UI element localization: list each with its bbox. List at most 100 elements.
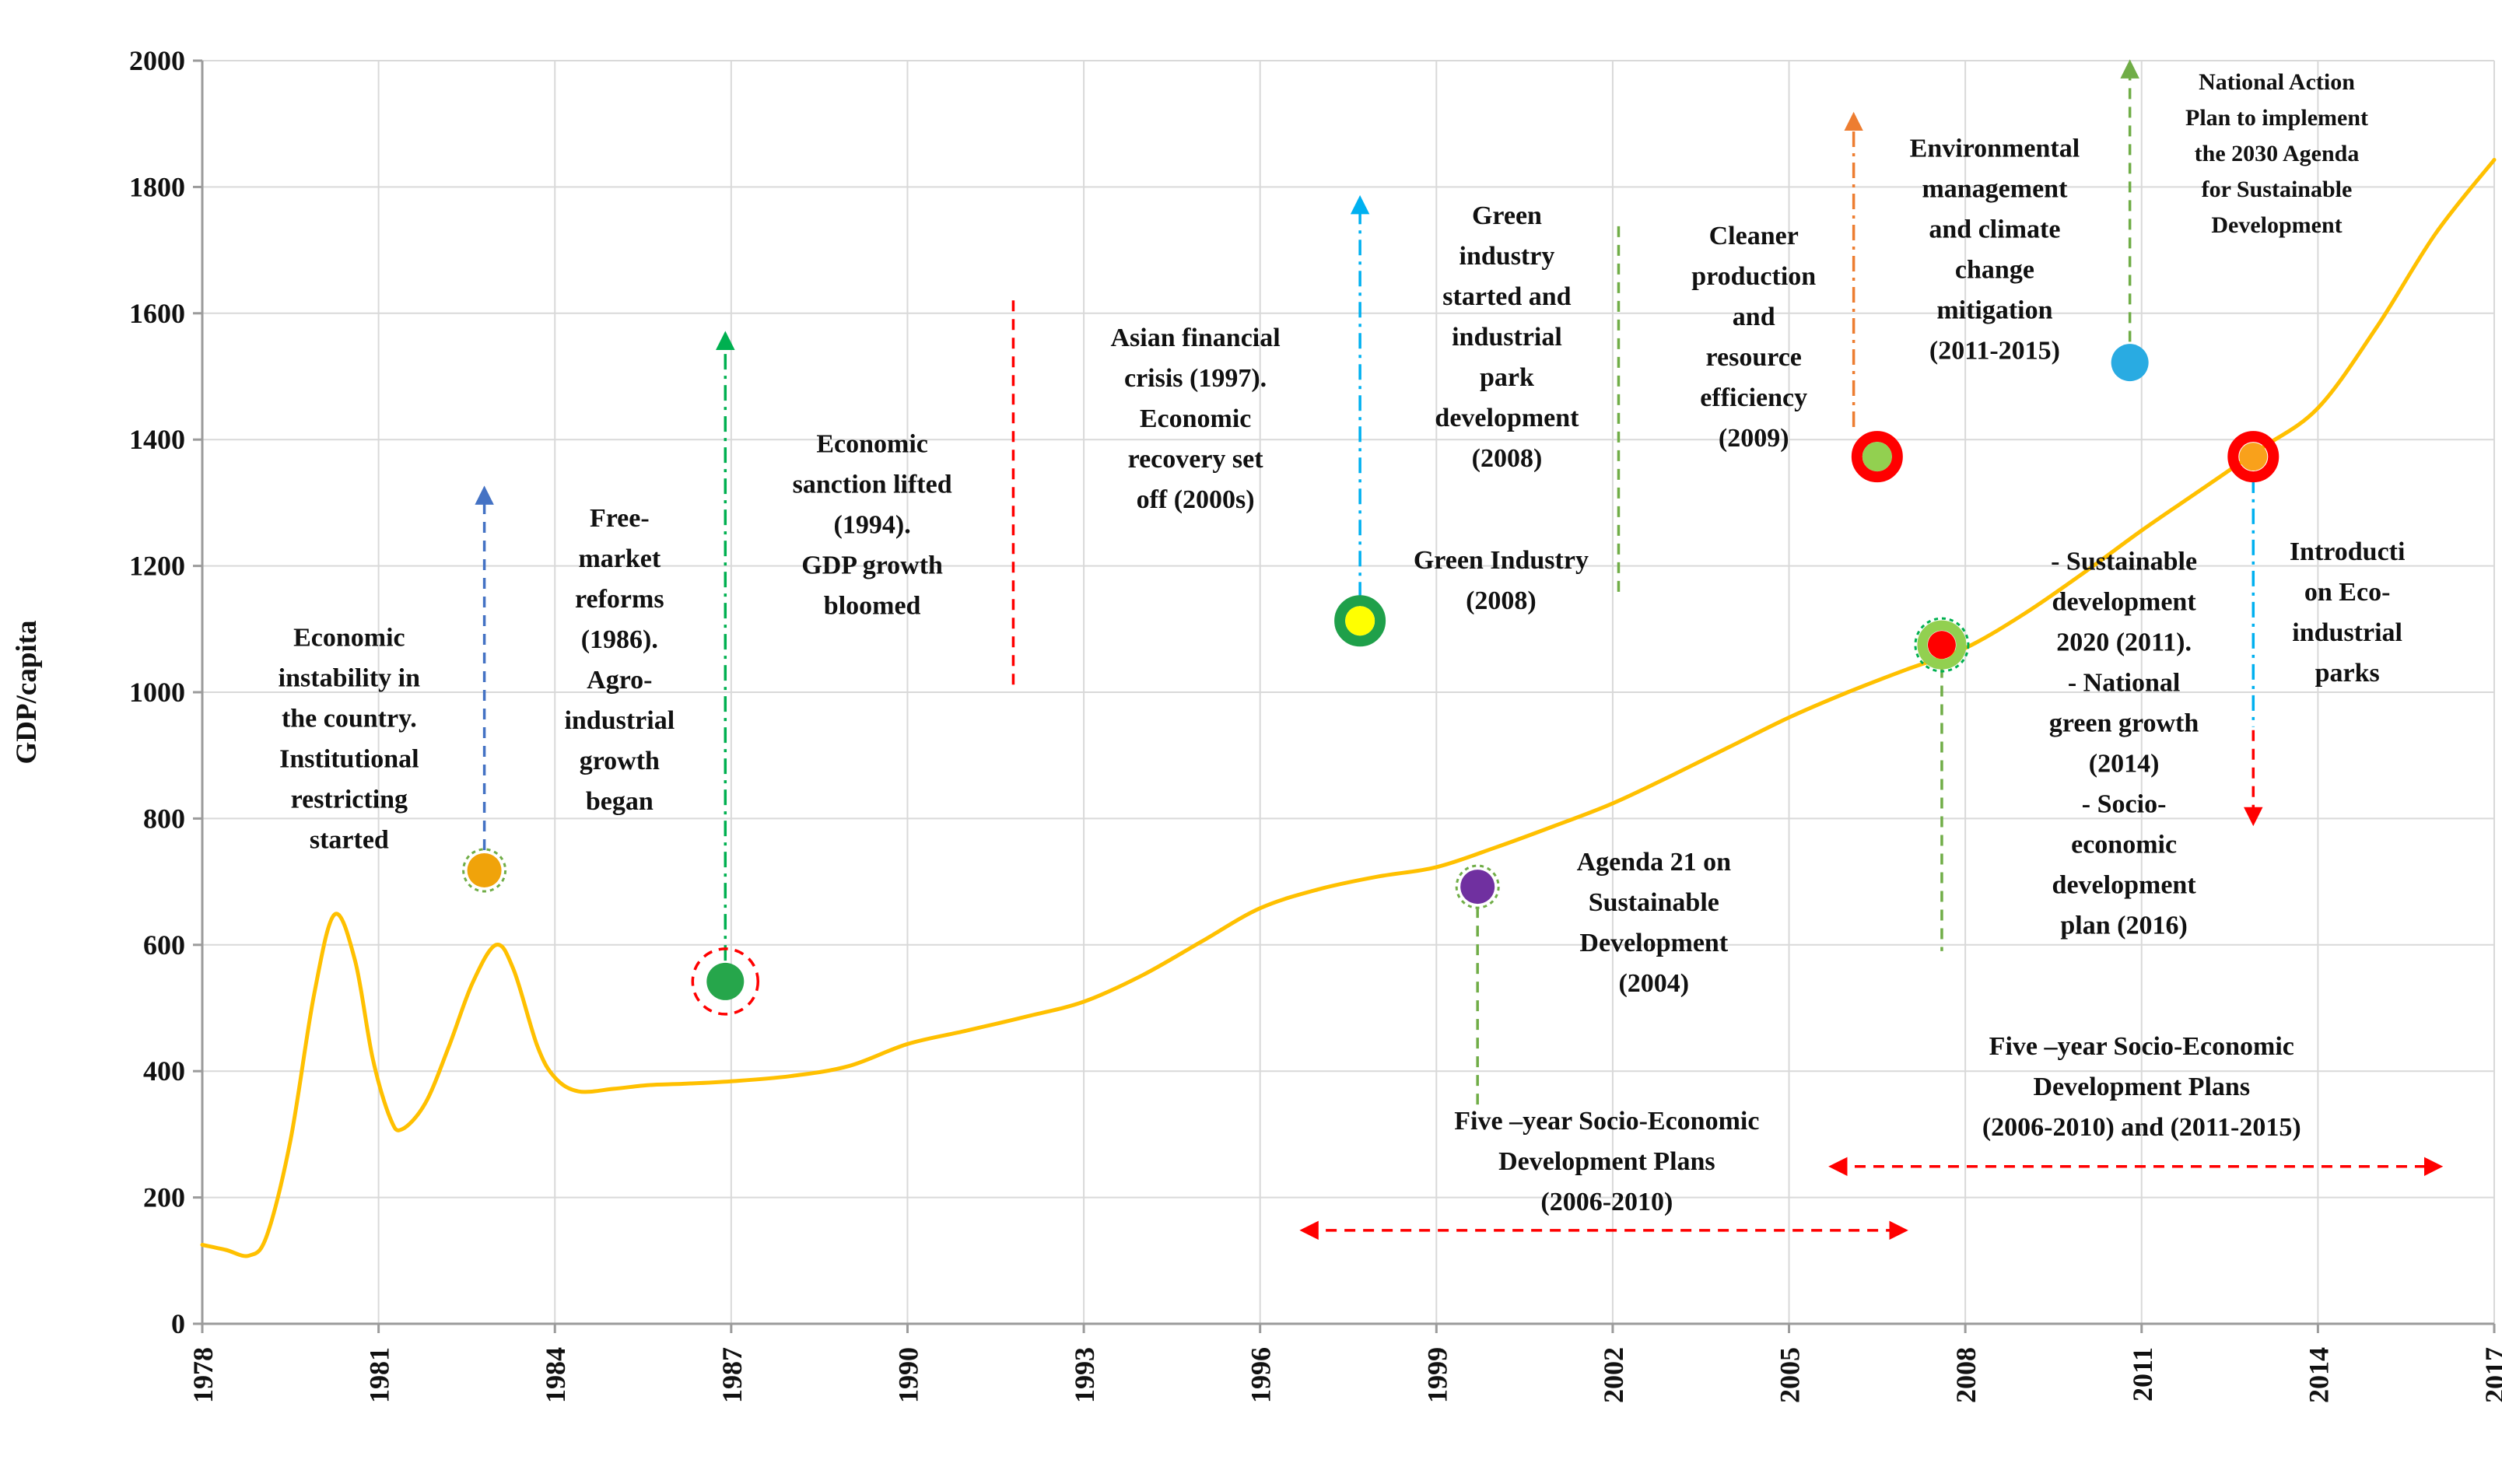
cleaner-production-line: (2009) bbox=[1719, 424, 1789, 453]
x-tick-label: 1996 bbox=[1246, 1347, 1277, 1403]
agenda-21-line: Sustainable bbox=[1589, 888, 1719, 917]
asian-crisis-line: recovery set bbox=[1128, 445, 1264, 474]
economic-sanction-line: Economic bbox=[816, 429, 928, 458]
eco-industrial-parks-line: on Eco- bbox=[2304, 578, 2391, 607]
environmental-management-line: (2011-2015) bbox=[1929, 336, 2060, 365]
x-tick-label: 2002 bbox=[1598, 1347, 1629, 1403]
sustainable-development-list-line: green growth bbox=[2049, 709, 2199, 737]
cleaner-production-dot bbox=[1862, 442, 1892, 472]
x-tick-label: 1978 bbox=[187, 1347, 219, 1403]
environmental-management: Environmental management and climate change… bbox=[1910, 134, 2080, 365]
national-action-dot bbox=[2111, 344, 2149, 382]
x-tick-label: 1987 bbox=[717, 1347, 748, 1403]
free-market-reforms-line: reforms bbox=[575, 585, 664, 614]
economic-instability-line: instability in bbox=[279, 664, 420, 693]
green-industry-dot-ring bbox=[1334, 595, 1386, 647]
cleaner-production-dot-ring bbox=[1851, 431, 1903, 483]
national-action-plan-line: National Action bbox=[2199, 69, 2355, 95]
free-market-reforms-line: began bbox=[586, 787, 654, 816]
eip-dot bbox=[2239, 443, 2268, 471]
free-market-reforms-line: (1986). bbox=[581, 625, 658, 654]
economic-instability-line: restricting bbox=[291, 786, 408, 814]
free-market-reforms-line: market bbox=[578, 544, 661, 573]
y-tick-label: 1000 bbox=[129, 677, 185, 708]
national-action-plan: National Action Plan to implement the 2030… bbox=[2185, 69, 2368, 238]
five-year-plans-2-line: (2006-2010) and (2011-2015) bbox=[1982, 1113, 2301, 1142]
eco-industrial-parks-line: industrial bbox=[2292, 618, 2402, 647]
cleaner-production-line: Cleaner bbox=[1709, 222, 1799, 250]
eip-dot-ring bbox=[2227, 431, 2279, 483]
sustainable-development-list: - Sustainable development 2020 (2011). - Na… bbox=[2049, 547, 2199, 940]
environmental-management-line: Environmental bbox=[1910, 134, 2080, 163]
green-industry-dot bbox=[1345, 606, 1375, 636]
x-tick-label: 2017 bbox=[2479, 1347, 2502, 1403]
asian-crisis-line: off (2000s) bbox=[1137, 485, 1255, 514]
x-tick-label: 1990 bbox=[892, 1347, 923, 1403]
eco-industrial-parks-line: Introducti bbox=[2290, 537, 2406, 566]
agenda21-dot bbox=[1460, 870, 1495, 905]
environmental-management-line: management bbox=[1922, 174, 2068, 203]
green-industry-started-line: (2008) bbox=[1472, 444, 1543, 473]
green-industry-started-line: industry bbox=[1460, 242, 1555, 271]
cleaner-production-line: and bbox=[1733, 303, 1775, 331]
economic-sanction: Economic sanction lifted (1994). GDP growth… bbox=[793, 429, 952, 620]
y-tick-label: 600 bbox=[143, 929, 185, 961]
sustainable-development-list-line: 2020 (2011). bbox=[2056, 628, 2192, 656]
sustainable-development-list-line: - Socio- bbox=[2082, 789, 2167, 818]
five-year-plans-1-line: Development Plans bbox=[1498, 1147, 1715, 1176]
green-industry-started: Green industry started and industrial park de… bbox=[1435, 201, 1579, 473]
cleaner-production: Cleaner production and resource efficiency (2… bbox=[1691, 222, 1816, 453]
sustainable-dev-dot-outline bbox=[1914, 617, 1970, 673]
green-industry-label-line: (2008) bbox=[1466, 586, 1537, 615]
sustainable-development-list-line: - Sustainable bbox=[2051, 547, 2197, 576]
cleaner-production-line: efficiency bbox=[1700, 383, 1807, 412]
economic-instability-line: Institutional bbox=[279, 745, 419, 774]
gdp-line bbox=[200, 158, 2497, 1258]
five-year-plans-1-line: (2006-2010) bbox=[1540, 1188, 1673, 1216]
y-tick-label: 800 bbox=[143, 803, 185, 834]
economic-sanction-line: GDP growth bbox=[801, 551, 943, 579]
agenda-21-line: (2004) bbox=[1618, 969, 1689, 998]
sanction-dot bbox=[706, 962, 745, 1000]
sustainable-development-list-line: plan (2016) bbox=[2060, 911, 2187, 940]
national-action-plan-line: for Sustainable bbox=[2202, 177, 2353, 202]
sustainable-development-list-line: development bbox=[2052, 587, 2197, 616]
eco-industrial-parks-line: parks bbox=[2315, 659, 2380, 688]
y-tick-label: 200 bbox=[143, 1182, 185, 1213]
cleaner-production-line: production bbox=[1691, 262, 1816, 291]
asian-crisis-line: crisis (1997). bbox=[1124, 364, 1267, 393]
sustainable-development-list-line: development bbox=[2052, 870, 2197, 899]
free-market-dot bbox=[467, 852, 502, 887]
x-tick-label: 1993 bbox=[1069, 1347, 1100, 1403]
five-year-plans-1: Five –year Socio-Economic Development Pla… bbox=[1454, 1107, 1759, 1216]
x-tick-label: 2005 bbox=[1775, 1347, 1806, 1403]
sanction-dot-ring bbox=[691, 947, 760, 1016]
economic-instability: Economic instability in the country. Instit… bbox=[279, 624, 420, 855]
five-year-plans-2: Five –year Socio-Economic Development Pla… bbox=[1982, 1032, 2301, 1142]
green-industry-started-line: started and bbox=[1442, 282, 1571, 311]
free-market-reforms-line: industrial bbox=[564, 706, 675, 735]
eco-industrial-parks: Introducti on Eco-industrial parks bbox=[2290, 537, 2406, 688]
economic-instability-line: Economic bbox=[293, 624, 405, 653]
y-tick-label: 2000 bbox=[129, 45, 185, 76]
economic-instability-line: started bbox=[310, 826, 389, 855]
x-tick-label: 1981 bbox=[364, 1347, 395, 1403]
five-year-plans-2-line: Development Plans bbox=[2033, 1073, 2250, 1101]
sustainable-development-list-line: economic bbox=[2071, 830, 2177, 859]
asian-crisis: Asian financial crisis (1997). Economic rec… bbox=[1110, 324, 1280, 514]
agenda-21-line: Agenda 21 on bbox=[1577, 848, 1731, 877]
asian-crisis-line: Asian financial bbox=[1110, 324, 1280, 352]
y-tick-label: 0 bbox=[171, 1308, 185, 1339]
green-industry-label: Green Industry (2008) bbox=[1414, 546, 1589, 615]
economic-instability-line: the country. bbox=[282, 705, 417, 733]
sustainable-dev-dot-ring bbox=[1917, 620, 1967, 670]
y-tick-label: 1800 bbox=[129, 171, 185, 202]
green-industry-label-line: Green Industry bbox=[1414, 546, 1589, 575]
economic-sanction-line: bloomed bbox=[824, 591, 921, 620]
agenda-21-line: Development bbox=[1579, 929, 1728, 957]
agenda-21: Agenda 21 on Sustainable Development (2004) bbox=[1577, 848, 1731, 998]
x-tick-label: 1984 bbox=[540, 1347, 571, 1403]
x-tick-label: 2011 bbox=[2127, 1347, 2158, 1402]
